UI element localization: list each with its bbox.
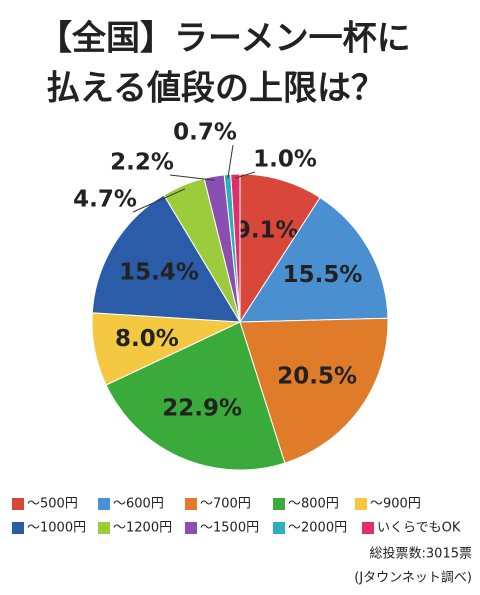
value-label: 22.9% (162, 395, 242, 421)
note: 総投票数:3015票 (370, 546, 472, 562)
chart-title: 払える値段の上限は？ (46, 69, 385, 109)
value-label: 15.4% (119, 259, 199, 285)
legend-swatch (98, 522, 110, 534)
legend-label: ～600円 (113, 497, 164, 512)
leader-line (169, 174, 215, 181)
pie-slice (91, 194, 241, 323)
pie-slice (230, 173, 241, 323)
legend-swatch (12, 498, 24, 510)
value-label: 20.5% (277, 363, 357, 389)
pie-slice (239, 196, 389, 323)
value-label: 4.7% (73, 187, 137, 213)
value-label: 1.0% (253, 147, 317, 173)
legend-label: いくらでもOK (377, 521, 461, 536)
legend-label: ～500円 (27, 497, 78, 512)
legend-label: ～700円 (200, 497, 251, 512)
legend-label: ～1200円 (113, 521, 172, 536)
legend-swatch (185, 498, 197, 510)
legend-label: ～1000円 (27, 521, 86, 536)
legend-swatch (185, 522, 197, 534)
legend-swatch (12, 522, 24, 534)
value-label: 2.2% (110, 150, 174, 176)
value-label: 8.0% (115, 326, 179, 352)
leader-line (132, 188, 186, 213)
leader-line (227, 144, 234, 179)
legend-swatch (362, 522, 374, 534)
value-label: 15.5% (283, 262, 363, 288)
chart-title: 【全国】ラーメン一杯に (38, 19, 411, 59)
pie-slice (105, 321, 286, 471)
pie-slice (239, 173, 321, 324)
leader-line (235, 171, 256, 179)
pie-slice (239, 317, 389, 464)
value-label: 9.1% (235, 218, 299, 244)
note: (Jタウンネット調べ) (354, 571, 472, 586)
legend-swatch (273, 522, 285, 534)
legend-label: ～900円 (370, 497, 421, 512)
legend-swatch (273, 498, 285, 510)
legend-label: ～800円 (288, 497, 339, 512)
legend-swatch (355, 498, 367, 510)
value-label: 0.7% (173, 120, 237, 146)
legend-label: ～1500円 (200, 521, 259, 536)
legend-swatch (98, 498, 110, 510)
legend-label: ～2000円 (288, 521, 347, 536)
